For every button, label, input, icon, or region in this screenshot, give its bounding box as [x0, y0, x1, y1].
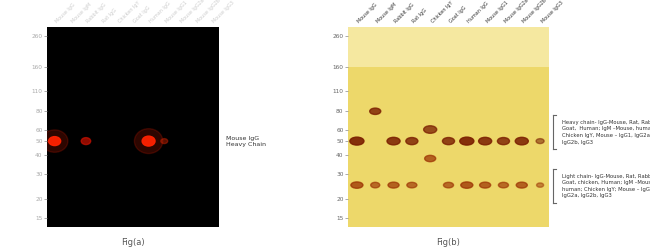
Text: Chicken IgY: Chicken IgY	[430, 1, 454, 24]
Ellipse shape	[424, 126, 437, 133]
Text: Rabbit IgG: Rabbit IgG	[86, 3, 108, 24]
Text: Mouse IgG2a: Mouse IgG2a	[180, 0, 206, 24]
Text: Mouse IgG2a: Mouse IgG2a	[504, 0, 530, 24]
Ellipse shape	[478, 137, 491, 145]
Text: Mouse IgG2b: Mouse IgG2b	[522, 0, 548, 24]
Text: Mouse IgG: Mouse IgG	[55, 3, 76, 24]
Ellipse shape	[42, 130, 68, 152]
Ellipse shape	[370, 182, 380, 188]
Bar	[348, 27, 549, 67]
Ellipse shape	[480, 182, 491, 188]
Text: Mouse IgG: Mouse IgG	[357, 3, 379, 24]
Ellipse shape	[443, 182, 454, 188]
Text: Mouse IgM: Mouse IgM	[70, 2, 92, 24]
Ellipse shape	[370, 108, 381, 115]
Ellipse shape	[461, 182, 473, 188]
Text: Fig(a): Fig(a)	[121, 238, 145, 247]
Ellipse shape	[387, 137, 400, 145]
Text: Human IgG: Human IgG	[149, 1, 172, 24]
Text: Mouse IgG3: Mouse IgG3	[211, 0, 235, 24]
Ellipse shape	[142, 136, 155, 146]
Ellipse shape	[424, 155, 436, 162]
Ellipse shape	[497, 137, 510, 145]
Ellipse shape	[536, 139, 544, 144]
Text: Mouse IgG2b: Mouse IgG2b	[196, 0, 222, 24]
Ellipse shape	[406, 137, 418, 145]
Text: Mouse IgG3: Mouse IgG3	[540, 0, 564, 24]
Text: Heavy chain- IgG-Mouse, Rat, Rabbit,
Goat,  Human; IgM –Mouse, human;
Chicken Ig: Heavy chain- IgG-Mouse, Rat, Rabbit, Goa…	[562, 120, 650, 144]
Ellipse shape	[388, 182, 399, 188]
Ellipse shape	[536, 183, 543, 187]
Text: Goat IgG: Goat IgG	[133, 5, 151, 24]
Ellipse shape	[460, 137, 474, 145]
Ellipse shape	[443, 137, 454, 145]
Text: Mouse IgG
Heavy Chain: Mouse IgG Heavy Chain	[226, 136, 266, 146]
Ellipse shape	[161, 139, 168, 144]
Text: Rabbit IgG: Rabbit IgG	[393, 3, 415, 24]
Ellipse shape	[407, 182, 417, 188]
Ellipse shape	[351, 182, 363, 188]
Ellipse shape	[81, 138, 91, 145]
Text: Chicken IgY: Chicken IgY	[117, 1, 141, 24]
Ellipse shape	[515, 137, 528, 145]
Text: Fig(b): Fig(b)	[437, 238, 460, 247]
Ellipse shape	[516, 182, 527, 188]
Text: Human IgG: Human IgG	[467, 1, 490, 24]
Text: Mouse IgG1: Mouse IgG1	[485, 0, 509, 24]
Ellipse shape	[350, 137, 364, 145]
Text: Rat IgG: Rat IgG	[101, 8, 118, 24]
Text: Mouse IgM: Mouse IgM	[375, 2, 397, 24]
Text: Goat IgG: Goat IgG	[448, 5, 467, 24]
Ellipse shape	[49, 137, 60, 146]
Ellipse shape	[135, 129, 162, 154]
Text: Light chain- IgG-Mouse, Rat, Rabbit,
Goat, chicken, Human; IgM –Mouse,
human; Ch: Light chain- IgG-Mouse, Rat, Rabbit, Goa…	[562, 174, 650, 198]
Ellipse shape	[499, 182, 508, 188]
Text: Mouse IgG1: Mouse IgG1	[164, 0, 188, 24]
Text: Rat IgG: Rat IgG	[412, 8, 428, 24]
